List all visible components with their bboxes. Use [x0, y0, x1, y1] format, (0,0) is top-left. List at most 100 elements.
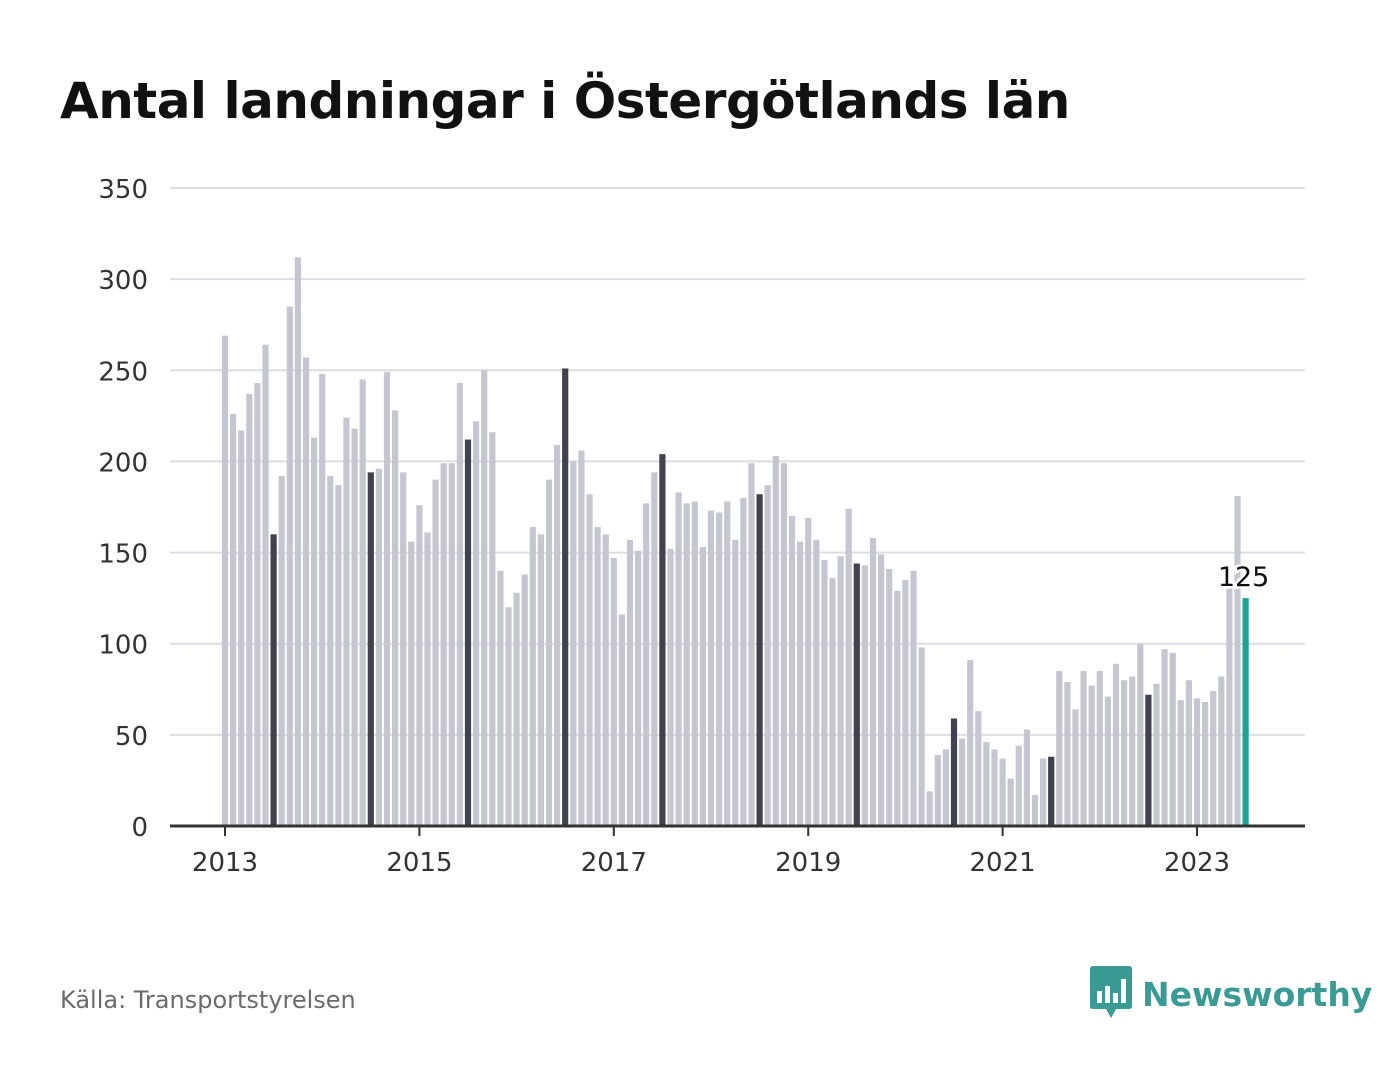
x-tick-label: 2015 — [386, 848, 452, 878]
bar — [691, 501, 698, 826]
bar — [643, 503, 650, 826]
bar — [440, 463, 447, 826]
bar — [513, 592, 520, 826]
bar — [1015, 745, 1022, 826]
bar — [869, 537, 877, 826]
bar — [772, 455, 779, 826]
chart-title: Antal landningar i Östergötlands län — [60, 72, 1070, 130]
bars — [221, 257, 1249, 826]
bar — [335, 485, 342, 826]
bar — [740, 497, 747, 826]
bar — [1048, 756, 1055, 826]
bar — [1072, 709, 1079, 826]
bar — [926, 791, 933, 826]
bar — [1040, 758, 1047, 826]
bar — [675, 492, 682, 826]
bar — [716, 512, 723, 826]
bar — [481, 370, 488, 826]
bar — [805, 517, 812, 826]
bar — [464, 439, 472, 826]
bar — [375, 468, 382, 826]
bar — [748, 463, 755, 826]
bar — [1064, 681, 1071, 826]
bar — [278, 476, 285, 826]
bar — [1104, 696, 1111, 826]
x-tick-label: 2021 — [970, 848, 1036, 878]
bar — [813, 539, 820, 826]
bar — [383, 372, 391, 826]
bar — [837, 556, 844, 826]
bar — [262, 344, 269, 826]
bar — [683, 503, 690, 826]
bar — [537, 534, 544, 826]
bar — [392, 410, 399, 826]
source-note: Källa: Transportstyrelsen — [60, 986, 356, 1014]
bar — [821, 559, 828, 826]
bar — [343, 417, 350, 826]
bar — [910, 570, 917, 826]
bar — [764, 485, 771, 826]
bar — [1121, 680, 1128, 826]
bar — [416, 505, 423, 826]
bar — [1153, 683, 1160, 826]
bar — [424, 532, 431, 826]
bar — [1056, 671, 1063, 826]
y-tick-label: 0 — [131, 813, 148, 843]
bar — [302, 357, 310, 826]
bar — [1023, 729, 1030, 826]
brand-logo: Newsworthy — [1090, 966, 1372, 1022]
bar — [699, 547, 706, 826]
bar — [894, 590, 901, 826]
bar — [448, 463, 455, 826]
y-tick-label: 100 — [98, 631, 148, 661]
bar — [554, 445, 561, 826]
bar — [861, 565, 868, 826]
bar — [975, 711, 982, 826]
bar — [1226, 585, 1233, 826]
bar — [505, 607, 512, 826]
bar — [400, 472, 407, 826]
bar — [1007, 778, 1014, 826]
bar — [724, 501, 731, 826]
bar — [950, 718, 958, 826]
bar-chart-speech-bubble-icon — [1090, 966, 1132, 1018]
bar — [934, 754, 941, 826]
bar — [967, 660, 974, 826]
bar — [570, 461, 577, 826]
bar — [756, 494, 763, 826]
y-axis-tick-labels: 0 50 100 150 200 250 300 350 — [98, 175, 148, 843]
bar — [1088, 685, 1095, 826]
y-tick-label: 150 — [98, 540, 148, 570]
bar — [327, 476, 334, 826]
bar — [246, 393, 253, 826]
bar — [529, 527, 536, 826]
bar — [489, 432, 496, 826]
x-axis-ticks: 2013 2015 2017 2019 2021 2023 — [192, 826, 1230, 878]
bar — [667, 548, 674, 826]
bar — [1242, 598, 1249, 826]
bar — [1177, 700, 1184, 826]
bar — [562, 368, 569, 826]
bar — [238, 430, 245, 826]
bar — [254, 383, 261, 826]
bar — [497, 570, 504, 826]
bar — [1202, 702, 1209, 826]
x-tick-label: 2019 — [775, 848, 841, 878]
bar — [586, 494, 593, 826]
bar — [578, 450, 585, 826]
x-tick-label: 2023 — [1164, 848, 1230, 878]
bar — [878, 554, 885, 826]
bar — [1169, 652, 1176, 826]
bar — [626, 539, 634, 826]
y-tick-label: 50 — [115, 722, 148, 752]
bar — [1218, 676, 1225, 826]
bar — [286, 306, 293, 826]
x-tick-label: 2017 — [581, 848, 647, 878]
bar — [359, 379, 366, 826]
bar — [311, 437, 318, 826]
bar — [999, 758, 1006, 826]
bar — [270, 534, 277, 826]
y-tick-label: 350 — [98, 175, 148, 205]
bar — [351, 428, 358, 826]
